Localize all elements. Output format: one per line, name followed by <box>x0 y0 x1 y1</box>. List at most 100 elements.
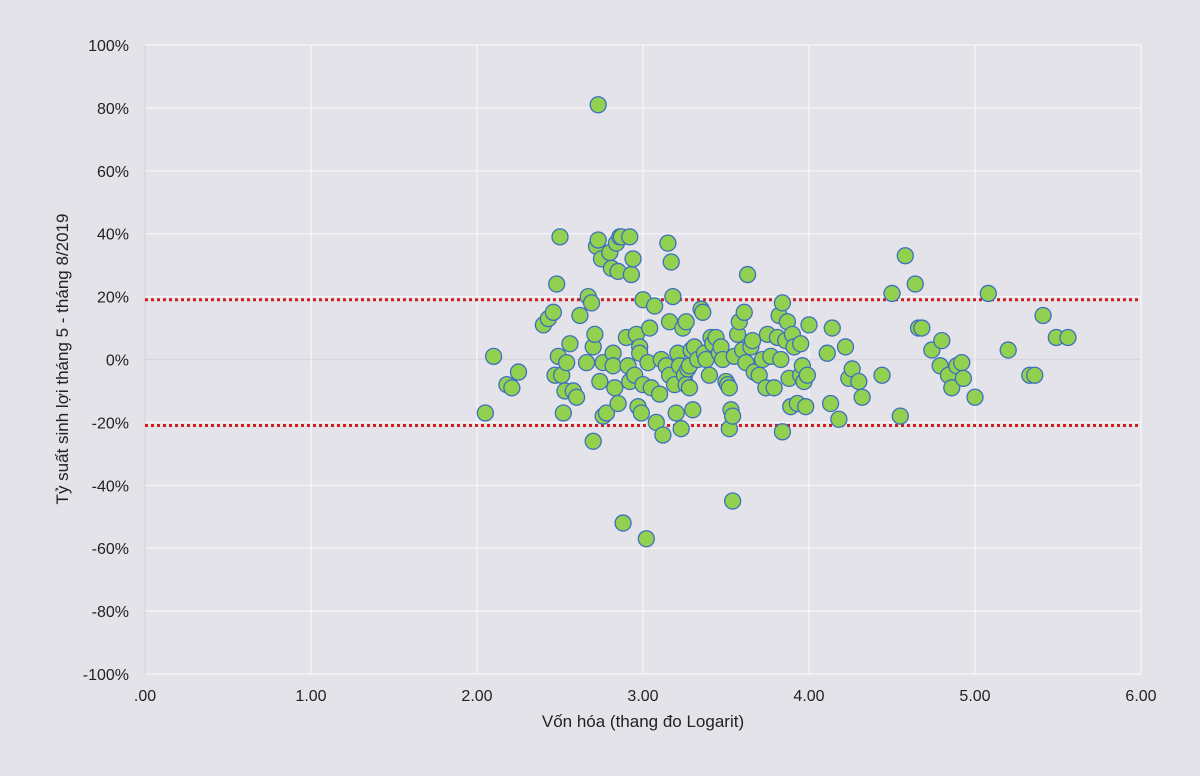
y-tick-label: -80% <box>92 604 129 621</box>
data-point <box>836 338 855 356</box>
data-point <box>720 379 738 397</box>
data-point <box>650 385 669 403</box>
data-point <box>830 410 848 428</box>
data-point <box>632 404 650 422</box>
data-point <box>765 379 783 397</box>
data-point <box>664 287 682 306</box>
data-point <box>953 353 971 372</box>
data-point <box>773 423 792 441</box>
y-tick-label: -100% <box>83 667 129 684</box>
data-point <box>589 231 607 249</box>
data-point <box>476 404 494 422</box>
data-point <box>589 96 607 114</box>
data-point <box>680 379 699 397</box>
data-point <box>582 294 601 312</box>
data-point <box>640 319 659 337</box>
data-point <box>792 335 810 353</box>
x-tick-label: 5.00 <box>959 688 990 705</box>
data-point <box>667 404 685 422</box>
data-point <box>567 388 586 406</box>
data-point <box>773 294 792 312</box>
data-point <box>700 366 719 384</box>
data-point <box>999 341 1017 359</box>
data-point <box>654 426 672 444</box>
data-point <box>883 284 901 303</box>
data-point <box>943 379 961 397</box>
data-point <box>621 228 639 246</box>
data-point <box>850 372 868 391</box>
y-axis-title: Tỷ suất sinh lợi tháng 5 - tháng 8/2019 <box>53 214 72 505</box>
data-point <box>509 363 528 381</box>
data-point <box>503 379 521 397</box>
data-point <box>735 303 753 321</box>
data-point <box>1059 328 1077 347</box>
data-point <box>662 253 680 271</box>
data-point <box>609 394 627 413</box>
data-point <box>637 530 655 548</box>
data-point <box>561 335 579 353</box>
data-point <box>873 366 891 384</box>
data-point <box>738 265 757 284</box>
x-tick-label: .00 <box>134 688 156 705</box>
data-point <box>548 275 566 293</box>
data-point <box>966 388 984 406</box>
x-tick-label: 3.00 <box>627 688 658 705</box>
data-point <box>933 331 951 350</box>
data-point <box>723 492 742 510</box>
data-point <box>584 432 602 450</box>
data-point <box>853 388 871 406</box>
data-point <box>614 514 632 532</box>
y-tick-label: -20% <box>92 415 129 432</box>
data-point <box>606 379 624 397</box>
data-point <box>798 366 816 384</box>
data-point <box>1034 306 1052 325</box>
data-point <box>800 316 818 334</box>
data-point <box>896 247 914 265</box>
data-point <box>979 284 997 303</box>
data-point <box>821 394 840 413</box>
y-tick-label: -60% <box>92 541 129 558</box>
data-point <box>571 306 589 325</box>
data-point <box>823 319 841 337</box>
data-point <box>551 228 569 246</box>
y-tick-label: 60% <box>97 164 129 181</box>
y-tick-label: 0% <box>106 353 129 370</box>
data-point <box>554 404 572 422</box>
x-axis-title: Vốn hóa (thang đo Logarit) <box>542 712 744 731</box>
data-point <box>772 350 790 369</box>
y-tick-label: -40% <box>92 478 129 495</box>
data-point <box>913 319 931 337</box>
data-point <box>743 331 762 350</box>
data-point <box>591 372 609 391</box>
y-tick-label: 100% <box>88 38 129 55</box>
data-point <box>891 407 909 425</box>
data-point <box>1026 366 1044 384</box>
data-point <box>797 398 815 416</box>
data-point <box>645 297 664 315</box>
data-point <box>484 347 503 366</box>
data-point <box>672 420 690 438</box>
x-tick-label: 6.00 <box>1125 688 1156 705</box>
data-point <box>818 344 836 362</box>
x-tick-label: 2.00 <box>461 688 492 705</box>
data-point <box>723 407 742 425</box>
data-point <box>557 353 576 372</box>
data-point <box>659 234 677 252</box>
data-point <box>586 325 604 343</box>
x-tick-label: 1.00 <box>295 688 326 705</box>
y-tick-label: 40% <box>97 227 129 244</box>
data-point <box>677 313 695 331</box>
data-point <box>544 303 563 321</box>
y-tick-label: 80% <box>97 101 129 118</box>
data-point <box>597 404 616 422</box>
data-point <box>577 353 596 372</box>
data-point <box>684 401 702 419</box>
data-point <box>604 357 622 375</box>
x-tick-label: 4.00 <box>793 688 824 705</box>
data-point <box>954 369 973 388</box>
data-points <box>476 96 1077 548</box>
data-point <box>906 275 924 293</box>
data-point <box>694 303 712 321</box>
data-point <box>622 265 641 284</box>
